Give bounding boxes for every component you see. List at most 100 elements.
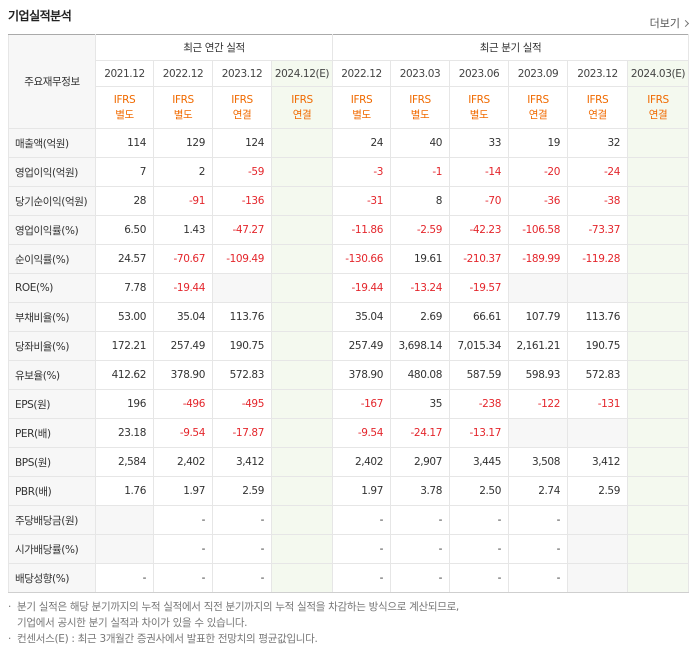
more-link[interactable]: 더보기	[650, 15, 688, 31]
value-cell	[271, 418, 333, 448]
value-cell: 2,402	[332, 447, 391, 477]
data-row: 유보율(%) 412.62 378.90 572.83 378.90 480.08 587.…	[8, 360, 689, 390]
value-cell: 1.76	[95, 476, 154, 506]
basis-header: IFRS 별도	[332, 86, 391, 129]
basis-type: 연결	[528, 108, 548, 121]
note-line: 컨센서스(E) : 최근 3개월간 증권사에서 발표한 전망치의 평균값입니다.	[17, 633, 318, 645]
value-cell: 2.59	[212, 476, 272, 506]
value-cell: 598.93	[508, 360, 568, 390]
value-cell: 587.59	[449, 360, 509, 390]
basis-standard: IFRS	[113, 93, 136, 106]
value-cell	[627, 273, 689, 303]
row-label: BPS(원)	[8, 447, 96, 477]
basis-standard: IFRS	[409, 93, 431, 106]
basis-standard: IFRS	[291, 93, 313, 106]
value-cell	[567, 418, 628, 448]
basis-header: IFRS 별도	[95, 86, 154, 129]
data-row: 부채비율(%) 53.00 35.04 113.76 35.04 2.69 66.61 107…	[8, 302, 689, 332]
basis-type: 별도	[173, 108, 193, 121]
value-cell: -	[508, 505, 568, 535]
value-cell: -13.17	[449, 418, 509, 448]
value-cell	[271, 186, 333, 216]
value-cell: 2,161.21	[508, 331, 568, 361]
data-row: 당좌비율(%) 172.21 257.49 190.75 257.49 3,698.14 7…	[8, 331, 689, 361]
value-cell	[627, 505, 689, 535]
value-cell: 124	[212, 128, 272, 158]
data-row: 당기순이익(억원) 28 -91 -136 -31 8 -70 -36 -38	[8, 186, 689, 216]
value-cell: 257.49	[153, 331, 213, 361]
basis-standard: IFRS	[527, 93, 549, 106]
value-cell	[271, 476, 333, 506]
value-cell: -9.54	[332, 418, 391, 448]
value-cell: -	[212, 534, 272, 564]
corner-header: 주요재무정보	[8, 34, 96, 129]
value-cell: -130.66	[332, 244, 391, 274]
value-cell	[271, 244, 333, 274]
row-label: 시가배당률(%)	[8, 534, 96, 564]
value-cell	[627, 389, 689, 419]
value-cell: -36	[508, 186, 568, 216]
value-cell: 2,402	[153, 447, 213, 477]
data-row: 순이익률(%) 24.57 -70.67 -109.49 -130.66 19.61 -21…	[8, 244, 689, 274]
period-header: 2023.12	[567, 60, 628, 87]
value-cell: 19.61	[390, 244, 450, 274]
value-cell	[212, 273, 272, 303]
value-cell: -1	[390, 157, 450, 187]
basis-standard: IFRS	[468, 93, 490, 106]
value-cell: -	[332, 505, 391, 535]
value-cell	[627, 360, 689, 390]
row-label: 영업이익(억원)	[8, 157, 96, 187]
value-cell: 3,508	[508, 447, 568, 477]
row-label: PER(배)	[8, 418, 96, 448]
note-line: 분기 실적은 해당 분기까지의 누적 실적에서 직전 분기까지의 누적 실적을 …	[17, 601, 459, 613]
value-cell: 257.49	[332, 331, 391, 361]
row-label: 당기순이익(억원)	[8, 186, 96, 216]
basis-type: 연결	[588, 108, 607, 121]
row-label: EPS(원)	[8, 389, 96, 419]
row-label: 주당배당금(원)	[8, 505, 96, 535]
period-header: 2023.12	[212, 60, 272, 87]
value-cell: -19.44	[153, 273, 213, 303]
value-cell	[627, 244, 689, 274]
value-cell: 3,412	[212, 447, 272, 477]
section-title: 기업실적분석	[8, 9, 72, 23]
value-cell	[627, 215, 689, 245]
basis-header: IFRS 연결	[627, 86, 689, 129]
value-cell: 2.59	[567, 476, 628, 506]
basis-type: 연결	[232, 108, 252, 121]
value-cell: -495	[212, 389, 272, 419]
data-row: BPS(원) 2,584 2,402 3,412 2,402 2,907 3,445 3,50…	[8, 447, 689, 477]
value-cell: -	[153, 534, 213, 564]
value-cell: 172.21	[95, 331, 154, 361]
period-header: 2021.12	[95, 60, 154, 87]
row-label: 당좌비율(%)	[8, 331, 96, 361]
value-cell: 28	[95, 186, 154, 216]
value-cell	[567, 505, 628, 535]
value-cell: -42.23	[449, 215, 509, 245]
value-cell: -20	[508, 157, 568, 187]
value-cell: 572.83	[212, 360, 272, 390]
value-cell: 2	[153, 157, 213, 187]
value-cell: 40	[390, 128, 450, 158]
value-cell: -19.57	[449, 273, 509, 303]
value-cell	[271, 389, 333, 419]
value-cell: -3	[332, 157, 391, 187]
period-header: 2024.03(E)	[627, 60, 689, 87]
value-cell	[627, 331, 689, 361]
value-cell: -73.37	[567, 215, 628, 245]
value-cell: 24	[332, 128, 391, 158]
value-cell	[271, 360, 333, 390]
value-cell: -38	[567, 186, 628, 216]
period-header: 2022.12	[332, 60, 391, 87]
period-header: 2024.12(E)	[271, 60, 333, 87]
value-cell: -189.99	[508, 244, 568, 274]
value-cell: 32	[567, 128, 628, 158]
row-label: 순이익률(%)	[8, 244, 96, 274]
value-cell	[627, 476, 689, 506]
value-cell: 113.76	[212, 302, 272, 332]
value-cell: -70	[449, 186, 509, 216]
value-cell: -136	[212, 186, 272, 216]
value-cell: -14	[449, 157, 509, 187]
value-cell	[627, 128, 689, 158]
value-cell: 190.75	[567, 331, 628, 361]
